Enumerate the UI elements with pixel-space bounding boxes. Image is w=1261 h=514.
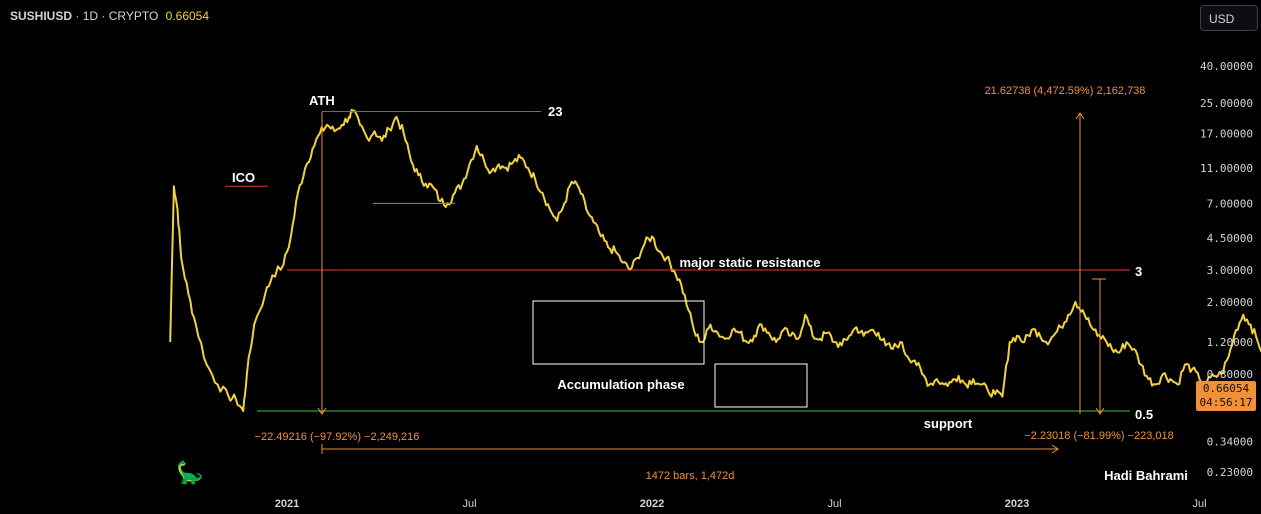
drop-measure-left-label: −22.49216 (−97.92%) −2,249,216: [255, 431, 420, 443]
rise-measure-arrow-head: [1075, 112, 1085, 120]
drop-measure-right-label: −2.23018 (−81.99%) −223,018: [1024, 430, 1174, 442]
resistance-label: major static resistance: [680, 255, 821, 270]
y-tick-label: 7.00000: [1207, 197, 1253, 210]
accumulation-box-2[interactable]: [714, 363, 808, 408]
x-tick-label: 2023: [1005, 498, 1029, 510]
symbol[interactable]: SUSHIUSD: [10, 9, 73, 23]
y-tick-label: 0.23000: [1207, 466, 1253, 479]
dino-icon: 🦕: [176, 460, 204, 485]
y-tick-label: 25.00000: [1200, 97, 1253, 110]
duration-arrow-head: [1051, 444, 1059, 454]
badge-price: 0.66054: [1202, 382, 1250, 395]
rise-measure-label: 21.62738 (4,472.59%) 2,162,738: [985, 85, 1146, 97]
price-line: [169, 108, 1261, 412]
duration-label: 1472 bars, 1,472d: [646, 470, 735, 482]
y-tick-label: 1.20000: [1207, 336, 1253, 349]
x-tick-label: Jul: [462, 498, 476, 510]
support-label: support: [924, 416, 973, 431]
x-tick-label: 2022: [640, 498, 664, 510]
y-tick-label: 0.80000: [1207, 368, 1253, 381]
market: CRYPTO: [108, 9, 159, 23]
x-tick-label: 2021: [275, 498, 299, 510]
badge-countdown: 04:56:17: [1199, 396, 1253, 409]
support-level-label: 0.5: [1135, 407, 1153, 422]
currency-button[interactable]: USD: [1200, 5, 1258, 31]
x-tick-label: Jul: [827, 498, 841, 510]
y-tick-label: 3.00000: [1207, 264, 1253, 277]
accumulation-label: Accumulation phase: [557, 377, 684, 392]
chart-header: SUSHIUSD · 1D · CRYPTO 0.66054: [10, 9, 210, 23]
ico-label: ICO: [232, 170, 255, 185]
last-price: 0.66054: [165, 9, 210, 23]
accumulation-box-1[interactable]: [532, 300, 705, 365]
resistance-level-label: 3: [1135, 264, 1142, 279]
price-badge: 0.66054 04:56:17: [1196, 381, 1256, 411]
x-tick-label: Jul: [1192, 498, 1206, 510]
ath-label: ATH: [309, 93, 335, 108]
drop-measure-arrow-right-head: [1095, 407, 1105, 415]
y-tick-label: 11.00000: [1200, 162, 1253, 175]
y-tick-label: 4.50000: [1207, 232, 1253, 245]
y-tick-label: 17.00000: [1200, 128, 1253, 141]
y-tick-label: 2.00000: [1207, 296, 1253, 309]
y-tick-label: 0.34000: [1207, 435, 1253, 448]
interval[interactable]: 1D: [82, 9, 99, 23]
y-tick-label: 40.00000: [1200, 60, 1253, 73]
author-label: Hadi Bahrami: [1104, 468, 1188, 483]
ath-level-label: 23: [548, 104, 562, 119]
drop-measure-arrow-head: [317, 407, 327, 415]
